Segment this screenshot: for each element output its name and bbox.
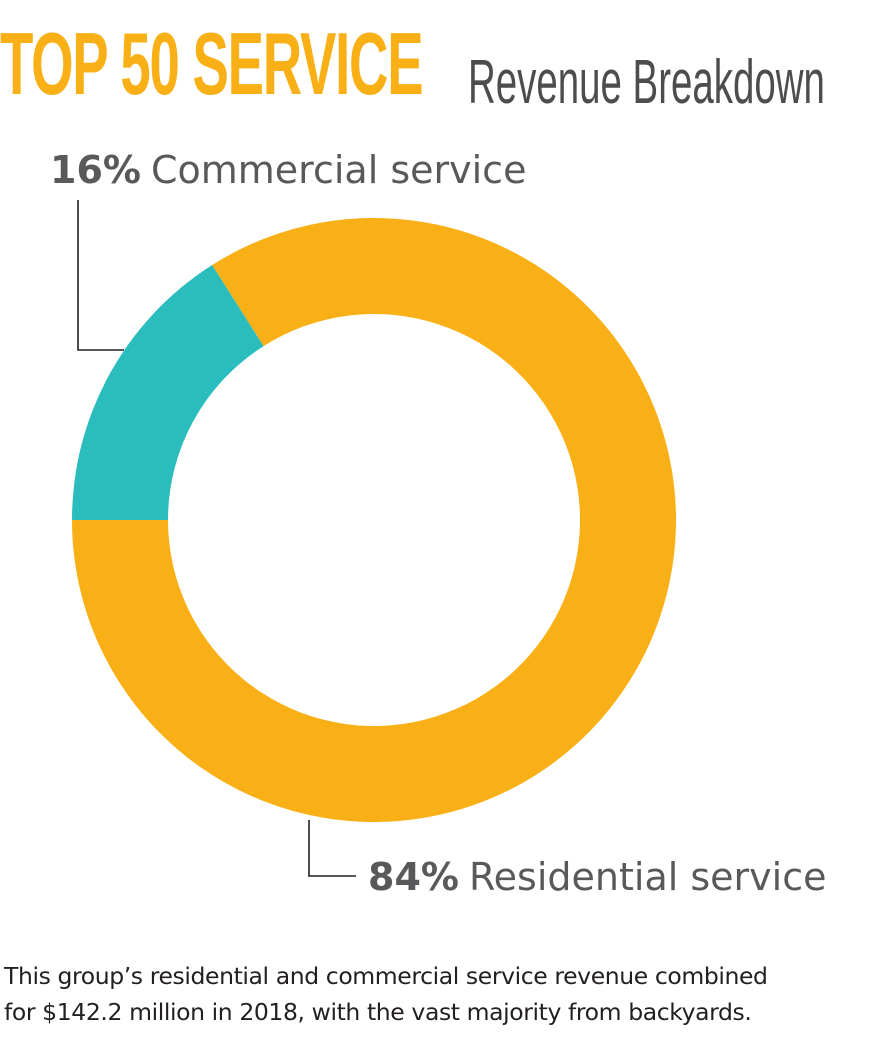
commercial-percent: 16%	[50, 148, 141, 192]
donut-slice-residential-service	[72, 218, 676, 822]
donut-slices	[72, 218, 676, 822]
residential-name: Residential service	[469, 855, 827, 899]
chart-subtitle: Revenue Breakdown	[468, 48, 825, 117]
caption-line-2: for $142.2 million in 2018, with the vas…	[4, 998, 752, 1026]
donut-chart: 16% Commercial service 84% Residential ser…	[50, 148, 826, 899]
residential-percent: 84%	[368, 855, 459, 899]
chart-title: TOP 50 SERVICE	[0, 14, 424, 113]
donut-slice-commercial-service	[72, 265, 264, 520]
caption: This group’s residential and commercial …	[4, 958, 872, 1030]
commercial-leader-line	[77, 200, 124, 351]
commercial-label: 16% Commercial service	[50, 148, 526, 192]
residential-leader-line	[308, 820, 356, 877]
caption-line-1: This group’s residential and commercial …	[4, 962, 768, 990]
residential-label: 84% Residential service	[368, 855, 826, 899]
commercial-name: Commercial service	[151, 148, 526, 192]
